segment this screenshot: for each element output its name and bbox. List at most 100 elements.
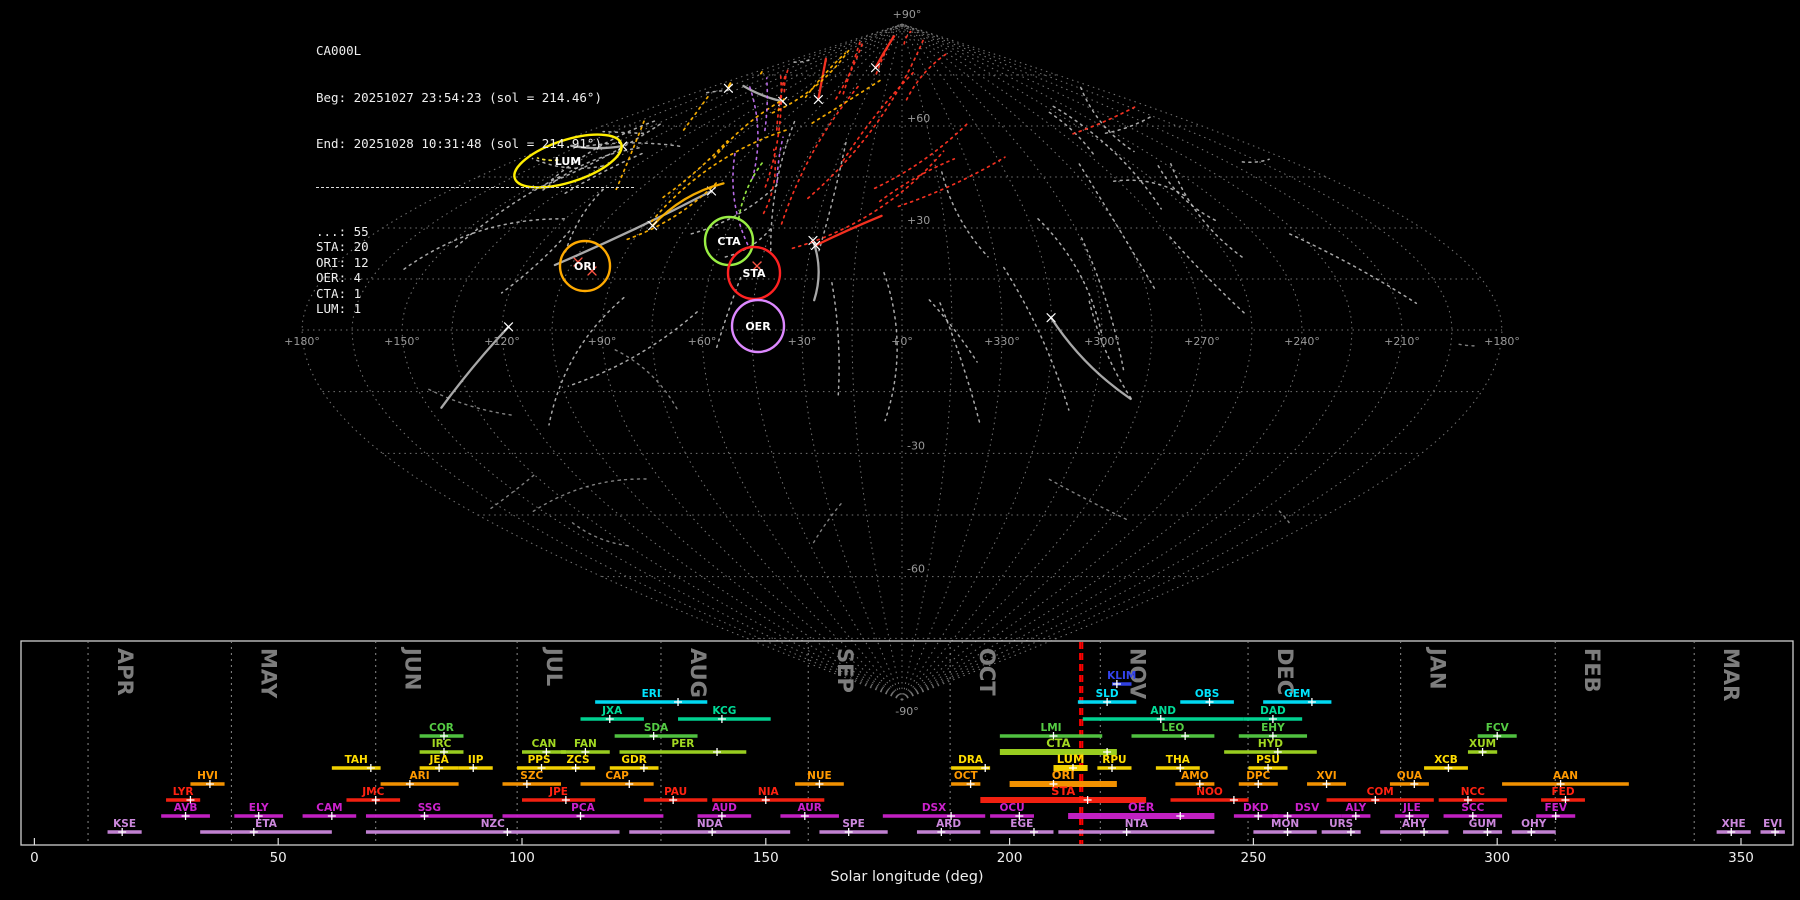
meteor-trail (776, 136, 784, 184)
meteor-begin-marker (648, 221, 658, 231)
meteor-trail (401, 218, 566, 271)
shower-label-DAD: DAD (1260, 705, 1286, 717)
radiant-label-LUM: LUM (555, 155, 582, 168)
shower-label-COR: COR (429, 722, 454, 734)
radiant-cross-marker (573, 257, 583, 267)
shower-label-GEM: GEM (1284, 688, 1310, 700)
shower-label-NOO: NOO (1196, 786, 1223, 798)
shower-count-row: ...: 55 (316, 223, 369, 239)
shower-label-ARD: ARD (936, 818, 961, 830)
month-label: MAR (1719, 648, 1743, 701)
longitude-label: +60° (688, 335, 717, 348)
meteor-trail (732, 149, 749, 246)
meteor-trail (547, 120, 656, 183)
shower-label-NIA: NIA (758, 786, 780, 798)
shower-label-SLD: SLD (1096, 688, 1119, 700)
meteor-trail (489, 474, 535, 510)
shower-label-NZC: NZC (481, 818, 505, 830)
month-label: APR (113, 648, 137, 696)
meteor-trail (780, 83, 861, 225)
shower-label-COM: COM (1367, 786, 1394, 798)
meteor-trail (1278, 510, 1290, 524)
shower-label-XVI: XVI (1316, 770, 1336, 782)
meteor-trail (452, 176, 561, 251)
month-label: DEC (1273, 648, 1297, 695)
graticule (301, 23, 1503, 701)
meteor-trail (1080, 237, 1125, 374)
meteor-trail (713, 98, 785, 159)
meteor-trail (1048, 478, 1130, 522)
shower-label-SSG: SSG (418, 802, 441, 814)
meteor-trail (791, 150, 945, 250)
meteor-trail (811, 239, 820, 302)
meteor-trail (615, 117, 646, 191)
meridian-line (901, 23, 1353, 701)
x-tick-label: 0 (30, 850, 39, 866)
longitude-label: +150° (384, 335, 420, 348)
meteor-trail (783, 68, 790, 93)
x-tick-label: 300 (1484, 850, 1510, 866)
meteor-trail (811, 78, 883, 124)
shower-label-ARI: ARI (410, 770, 430, 782)
meteor-trail (536, 157, 559, 162)
x-tick-label: 250 (1241, 850, 1267, 866)
shower-count-row: STA: 20 (316, 239, 369, 254)
shower-label-FED: FED (1551, 786, 1574, 798)
shower-label-EHY: EHY (1261, 722, 1285, 734)
map-coordinate-labels: +90° -90° +180° +150° +120° +90° +60° +30° +0° +3… (284, 8, 1520, 718)
meridian-line (901, 23, 1403, 701)
radiant-STA (726, 245, 782, 301)
meridian-line (901, 23, 953, 701)
shower-label-RPU: RPU (1102, 754, 1126, 766)
meteor-begin-marker (1046, 313, 1056, 323)
meteor-trail (570, 521, 629, 547)
shower-label-LEO: LEO (1162, 722, 1185, 734)
month-label: AUG (686, 648, 710, 698)
radiant-cross-marker (752, 261, 762, 271)
shower-radiants: LUM CTA ORI STA OER (513, 133, 786, 354)
shower-label-FAN: FAN (574, 738, 597, 750)
longitude-label: +90° (588, 335, 617, 348)
radiant-cross-marker (587, 266, 597, 276)
meteor-trail (775, 71, 787, 131)
shower-label-ELY: ELY (249, 802, 269, 814)
shower-label-PAU: PAU (664, 786, 687, 798)
longitude-label: +240° (1284, 335, 1320, 348)
month-label: MAY (256, 648, 280, 699)
shower-label-XHE: XHE (1722, 818, 1746, 830)
shower-label-CAN: CAN (532, 738, 557, 750)
meteor-trail (564, 188, 604, 254)
x-axis-title: Solar longitude (deg) (830, 869, 983, 885)
meridian-line (601, 23, 903, 701)
shower-label-OCU: OCU (999, 802, 1024, 814)
north-pole-label: +90° (893, 8, 922, 21)
x-tick-label: 50 (270, 850, 287, 866)
meteor-trail (1088, 300, 1133, 400)
month-label: OCT (975, 648, 999, 696)
x-tick-label: 200 (997, 850, 1023, 866)
month-label: SEP (833, 648, 857, 693)
meteor-trail (835, 39, 865, 100)
shower-label-SCC: SCC (1461, 802, 1484, 814)
meteor-trail (831, 282, 840, 399)
meteor-trail (721, 228, 772, 259)
shower-label-KLIM: KLIM (1107, 670, 1136, 682)
shower-label-OCT: OCT (954, 770, 979, 782)
shower-label-DPC: DPC (1246, 770, 1270, 782)
shower-label-AND: AND (1150, 705, 1176, 717)
meteor-trail (875, 35, 895, 75)
shower-label-LMI: LMI (1041, 722, 1062, 734)
shower-label-AAN: AAN (1553, 770, 1578, 782)
meridian-line (901, 23, 1303, 701)
meridian-line (901, 23, 1103, 701)
meteor-trail (762, 148, 777, 215)
south-pole-label: -90° (895, 705, 918, 718)
meteor-trail (1112, 179, 1188, 198)
shower-label-DKD: DKD (1243, 802, 1269, 814)
meteor-trail (715, 276, 742, 349)
meteor-trail (1003, 266, 1070, 411)
meteor-trail (1079, 86, 1135, 153)
radiant-OER (730, 298, 786, 354)
meridian-line (901, 23, 1453, 701)
